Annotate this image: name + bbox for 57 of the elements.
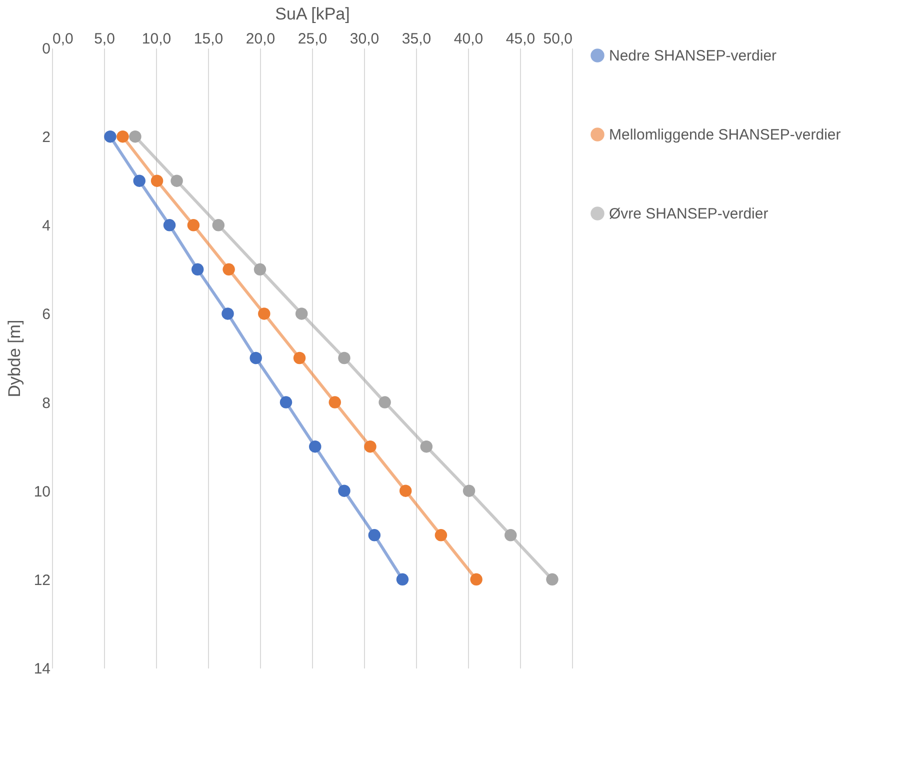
x-tick-label: 25,0 [298,30,328,48]
x-tick-label: 30,0 [350,30,380,48]
y-tick-label: 8 [42,394,50,412]
x-tick-label: 0,0 [52,30,74,48]
point [338,352,350,364]
y-axis-title: Dybde [m] [4,320,24,398]
x-tick-label: 5,0 [94,30,115,48]
point [434,529,448,542]
x-tick-label: 10,0 [142,30,172,48]
point [293,352,306,364]
point [258,308,270,320]
point [504,529,517,542]
point [191,263,204,276]
point [187,219,200,232]
point [170,174,183,187]
y-tick-label: 14 [34,660,50,678]
x-axis-title: SuA [kPa] [275,4,350,24]
point [420,440,433,453]
point [222,308,234,320]
point [368,529,381,542]
point [129,130,142,143]
point [254,263,266,276]
point [150,174,164,187]
y-tick-label: 6 [42,306,50,324]
point [462,484,476,497]
point [250,352,262,364]
point [308,440,322,453]
x-tick-label: 35,0 [402,30,432,48]
point [104,130,116,143]
point [399,484,412,497]
y-tick-label: 10 [34,483,50,500]
legend-label: Mellomliggende SHANSEP-verdier [609,126,841,144]
point [212,219,225,232]
point [295,308,308,320]
point [280,396,292,408]
point [338,484,350,497]
point [378,396,391,408]
x-tick-label: 50,0 [543,30,572,48]
x-tick-label: 40,0 [454,30,484,48]
point [163,219,176,232]
legend-label: Nedre SHANSEP-verdier [609,48,777,64]
point [470,573,482,586]
y-tick-label: 0 [42,40,50,58]
point [546,573,558,586]
x-tick-label: 20,0 [246,30,276,48]
x-tick-label: 15,0 [194,30,224,48]
y-tick-label: 4 [42,218,50,235]
y-tick-label: 2 [42,129,50,146]
legend-label: Øvre SHANSEP-verdier [609,206,768,222]
point [133,174,146,187]
point [396,573,409,586]
point [222,263,235,276]
x-tick-label: 45,0 [506,30,536,48]
point [116,130,129,143]
point [328,396,342,408]
y-tick-label: 12 [34,572,50,589]
point [364,440,376,453]
